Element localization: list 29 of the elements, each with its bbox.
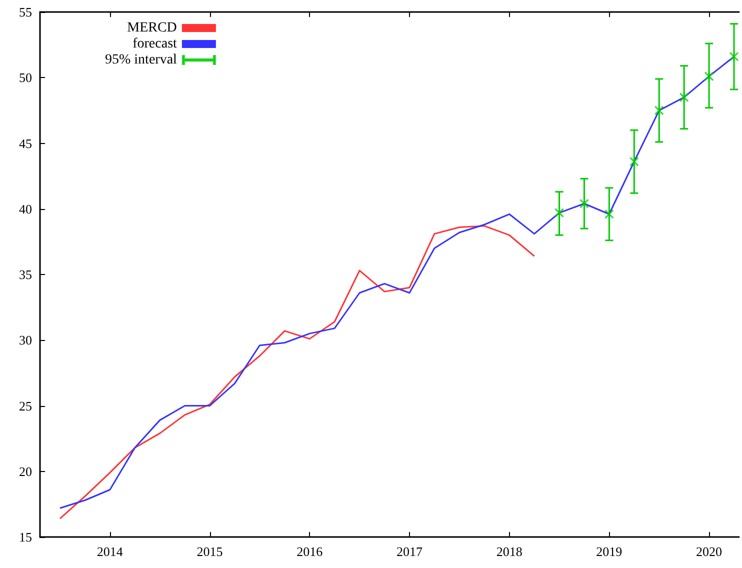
point: [554, 208, 564, 218]
point: [654, 106, 664, 116]
line-series: [59, 225, 536, 520]
y-tick-label: 45: [19, 136, 32, 151]
y-tick-label: 55: [19, 4, 32, 20]
x-tick-label: 2019: [596, 544, 622, 559]
x-tick-label: 2014: [96, 544, 124, 559]
x-tick-label: 2016: [296, 544, 324, 559]
point: [604, 209, 614, 219]
legend-label: 95% interval: [105, 52, 178, 68]
point: [629, 156, 639, 166]
point: [729, 52, 739, 62]
x-tick-label: 2020: [696, 544, 722, 559]
line-series: [59, 56, 735, 509]
point: [679, 92, 689, 102]
y-tick-label: 35: [19, 267, 32, 282]
y-tick-label: 50: [19, 70, 32, 86]
x-tick-label: 2015: [196, 544, 223, 559]
point: [704, 72, 714, 82]
legend-label: MERCD: [127, 20, 177, 36]
x-tick-label: 2017: [396, 544, 423, 559]
y-tick-label: 15: [19, 530, 32, 544]
y-tick-label: 20: [19, 464, 32, 479]
legend-label: forecast: [132, 36, 178, 52]
y-tick-label: 30: [19, 332, 32, 348]
y-tick-label: 25: [19, 398, 32, 414]
point: [579, 198, 589, 208]
y-tick-label: 40: [19, 201, 32, 216]
x-tick-label: 2018: [496, 544, 522, 559]
